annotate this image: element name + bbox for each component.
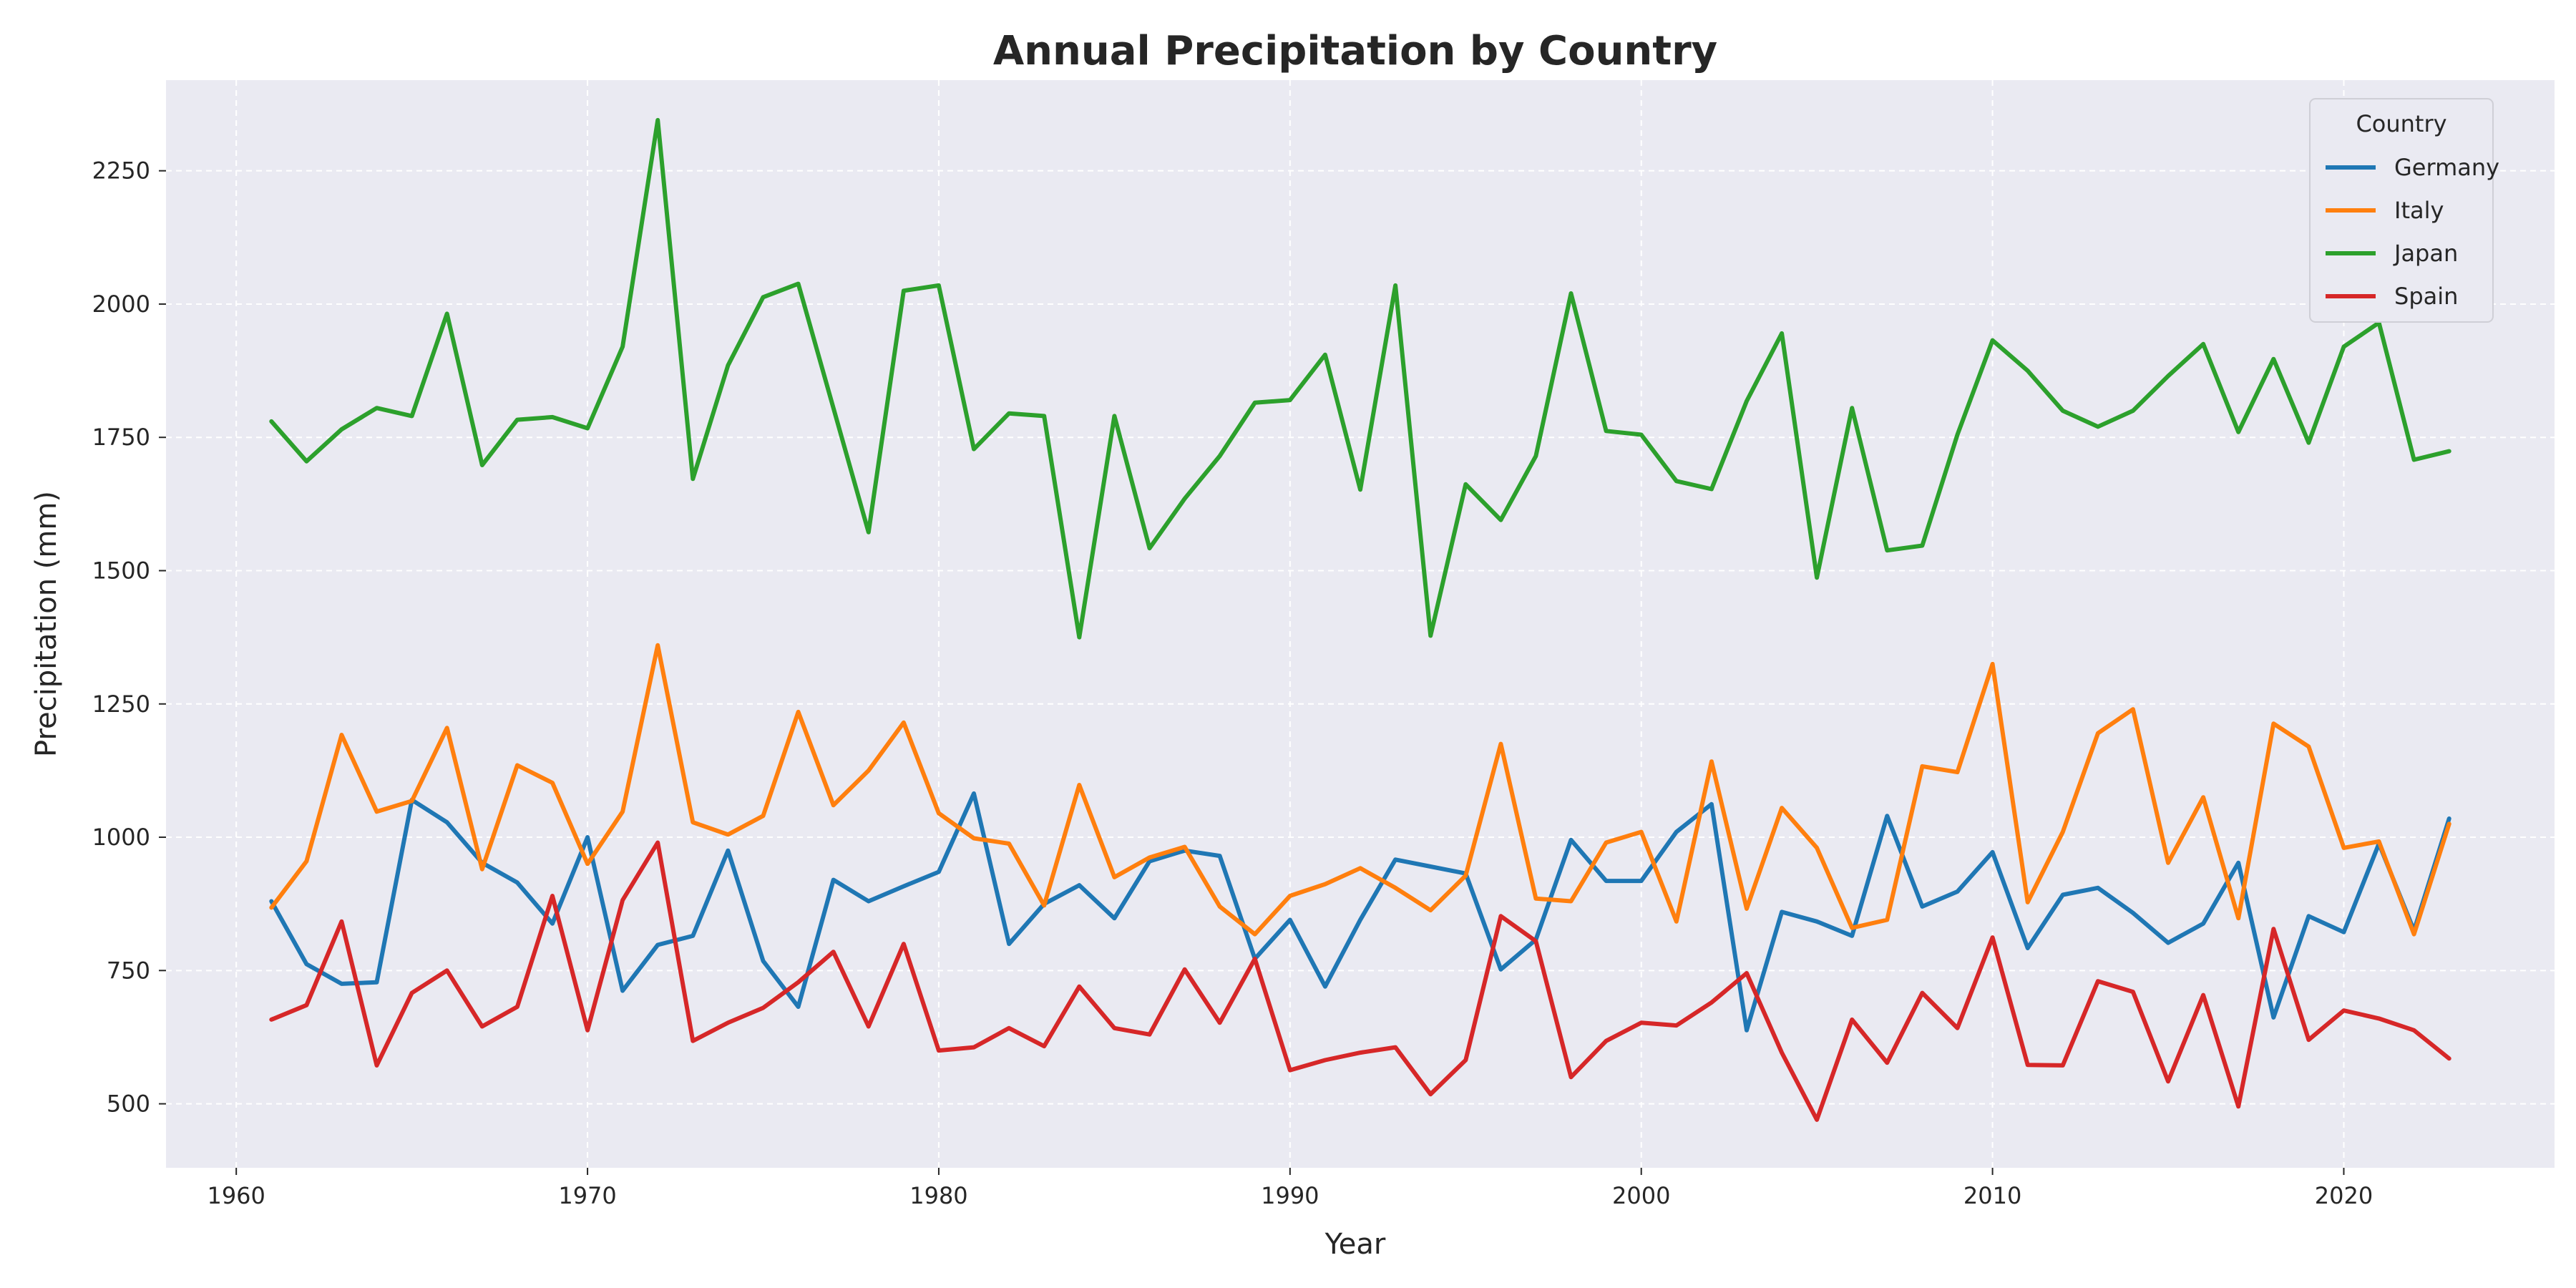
y-axis-label: Precipitation (mm) [30, 491, 63, 757]
legend-label: Spain [2394, 283, 2458, 310]
series-layer [269, 117, 2451, 1122]
grid [166, 80, 2555, 1168]
y-tick-label: 750 [107, 957, 150, 984]
series-line-japan [269, 117, 2451, 640]
x-axis-label: Year [1324, 1228, 1386, 1261]
plot-background [166, 80, 2555, 1168]
x-tick-label: 1960 [207, 1182, 265, 1209]
chart-title: Annual Precipitation by Country [993, 28, 1717, 74]
x-tick-label: 2010 [1963, 1182, 2021, 1209]
legend-label: Italy [2394, 197, 2444, 224]
x-tick-label: 1990 [1261, 1182, 1319, 1209]
x-tick-label: 2000 [1612, 1182, 1670, 1209]
series-line-italy [269, 643, 2451, 937]
y-tick-label: 2000 [92, 291, 150, 318]
legend-label: Japan [2393, 240, 2458, 267]
series-line-germany [269, 791, 2451, 1033]
legend-title: Country [2356, 110, 2446, 137]
legend-box [2309, 98, 2494, 323]
y-tick-label: 2250 [92, 157, 150, 185]
y-tick-label: 500 [107, 1091, 150, 1118]
x-tick-label: 1980 [909, 1182, 967, 1209]
x-tick-label: 2020 [2315, 1182, 2373, 1209]
series-line-spain [269, 840, 2451, 1122]
legend: Country Germany Italy Japan Spain [2309, 98, 2499, 323]
y-axis: 500 750 1000 1250 1500 1750 2000 2250 [92, 157, 166, 1118]
y-tick-label: 1250 [92, 691, 150, 718]
x-axis: 1960 1970 1980 1990 2000 2010 2020 [207, 1168, 2373, 1209]
y-tick-label: 1750 [92, 424, 150, 451]
legend-label: Germany [2394, 154, 2499, 181]
x-tick-label: 1970 [558, 1182, 616, 1209]
y-tick-label: 1000 [92, 824, 150, 851]
y-tick-label: 1500 [92, 557, 150, 584]
